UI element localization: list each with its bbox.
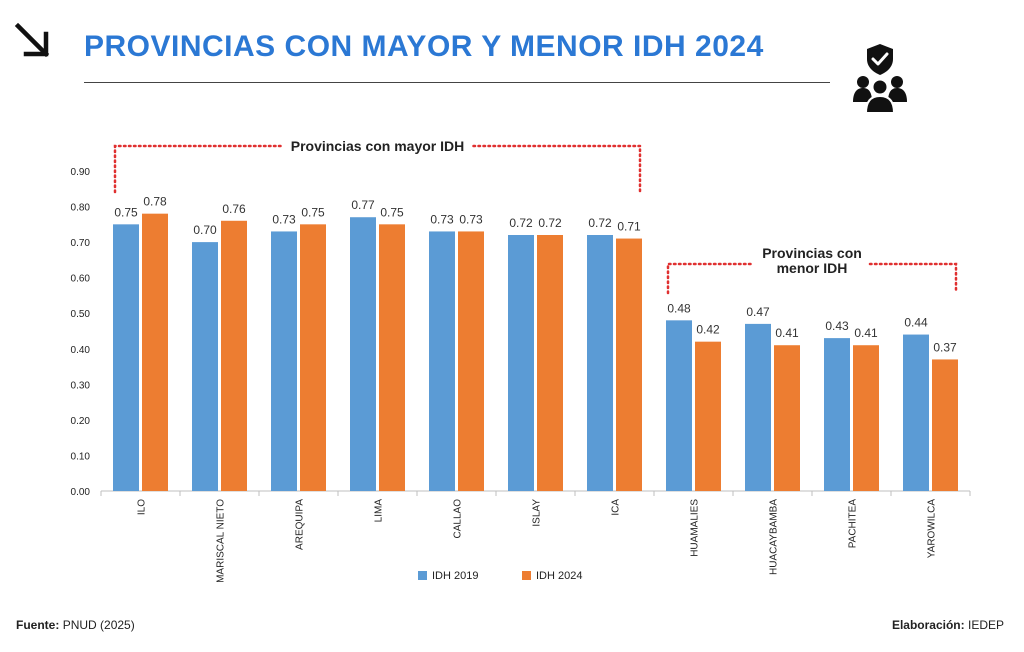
source-value: PNUD (2025): [62, 618, 135, 632]
data-label: 0.77: [351, 198, 375, 212]
category-label: MARISCAL NIETO: [216, 499, 227, 583]
data-label: 0.41: [854, 326, 878, 340]
annotation-bracket-left: [113, 144, 283, 194]
data-label: 0.44: [904, 316, 928, 330]
bar-2024-ilo: [142, 213, 168, 491]
category-label: HUAMALIES: [690, 499, 701, 557]
data-label: 0.78: [143, 195, 167, 209]
credit-note: Elaboración: IEDEP: [892, 618, 1004, 632]
y-tick-label: 0.60: [71, 274, 91, 285]
data-label: 0.43: [825, 319, 849, 333]
data-label: 0.75: [301, 205, 325, 219]
bar-2019-islay: [508, 235, 534, 491]
source-label: Fuente:: [16, 618, 60, 632]
credit-label: Elaboración:: [891, 618, 965, 632]
category-label: ICA: [611, 499, 622, 516]
data-label: 0.41: [775, 326, 799, 340]
data-label: 0.73: [430, 212, 454, 226]
category-label: HUACAYBAMBA: [769, 499, 780, 575]
bar-2024-callao: [458, 231, 484, 491]
arrow-down-right-icon: [14, 22, 50, 58]
data-label: 0.48: [667, 301, 691, 315]
data-label: 0.75: [380, 205, 404, 219]
data-label: 0.71: [617, 220, 641, 234]
data-label: 0.73: [459, 212, 483, 226]
bar-2024-pachitea: [853, 345, 879, 491]
legend-label: IDH 2019: [432, 570, 478, 582]
bar-2024-huamalies: [695, 341, 721, 491]
bar-2019-ilo: [113, 224, 139, 492]
data-label: 0.76: [222, 202, 246, 216]
bar-2024-ica: [616, 238, 642, 491]
annotation-label: menor IDH: [777, 260, 848, 276]
people-shield-icon: [853, 44, 907, 114]
bar-2019-pachitea: [824, 338, 850, 491]
title-divider: [84, 82, 830, 83]
category-label: ILO: [137, 499, 148, 515]
y-tick-label: 0.00: [71, 487, 91, 498]
y-tick-label: 0.50: [71, 309, 91, 320]
y-tick-label: 0.90: [71, 167, 91, 178]
annotation-bracket-left: [666, 262, 756, 295]
bar-2019-lima: [350, 217, 376, 491]
page-title: PROVINCIAS CON MAYOR Y MENOR IDH 2024: [84, 30, 764, 63]
category-label: LIMA: [374, 499, 385, 523]
data-label: 0.37: [933, 340, 957, 354]
category-label: CALLAO: [453, 499, 464, 539]
annotation-label: Provincias con mayor IDH: [291, 138, 465, 154]
data-label: 0.70: [193, 223, 217, 237]
bar-2024-huacaybamba: [774, 345, 800, 491]
bar-2024-yarowilca: [932, 359, 958, 491]
data-label: 0.72: [588, 216, 612, 230]
bar-2019-huacaybamba: [745, 323, 771, 491]
annotation-label: Provincias con: [762, 245, 862, 261]
y-tick-label: 0.20: [71, 416, 91, 427]
bar-2019-arequipa: [271, 231, 297, 491]
annotation-bracket-right: [472, 144, 642, 194]
data-label: 0.42: [696, 323, 720, 337]
bar-2019-huamalies: [666, 320, 692, 491]
bar-2024-lima: [379, 224, 405, 492]
bar-2024-islay: [537, 235, 563, 491]
y-tick-label: 0.10: [71, 451, 91, 462]
bar-2024-mariscal-nieto: [221, 220, 247, 491]
category-label: AREQUIPA: [295, 499, 306, 550]
bar-2019-callao: [429, 231, 455, 491]
annotation-bracket-right: [868, 262, 958, 295]
y-tick-label: 0.80: [71, 203, 91, 214]
bar-2019-mariscal-nieto: [192, 242, 218, 491]
data-label: 0.73: [272, 212, 296, 226]
bar-2024-arequipa: [300, 224, 326, 492]
data-label: 0.47: [746, 305, 770, 319]
y-tick-label: 0.70: [71, 238, 91, 249]
data-label: 0.72: [538, 216, 562, 230]
legend-swatch-2024: [522, 571, 531, 580]
legend-swatch-2019: [418, 571, 427, 580]
bar-2019-ica: [587, 235, 613, 491]
y-tick-label: 0.30: [71, 380, 91, 391]
data-label: 0.72: [509, 216, 533, 230]
category-label: YAROWILCA: [927, 499, 938, 559]
credit-value: IEDEP: [967, 618, 1004, 632]
source-note: Fuente: PNUD (2025): [16, 618, 135, 632]
y-tick-label: 0.40: [71, 345, 91, 356]
legend-label: IDH 2024: [536, 570, 582, 582]
bar-2019-yarowilca: [903, 334, 929, 491]
category-label: PACHITEA: [848, 499, 859, 549]
category-label: ISLAY: [532, 499, 543, 527]
data-label: 0.75: [114, 205, 138, 219]
